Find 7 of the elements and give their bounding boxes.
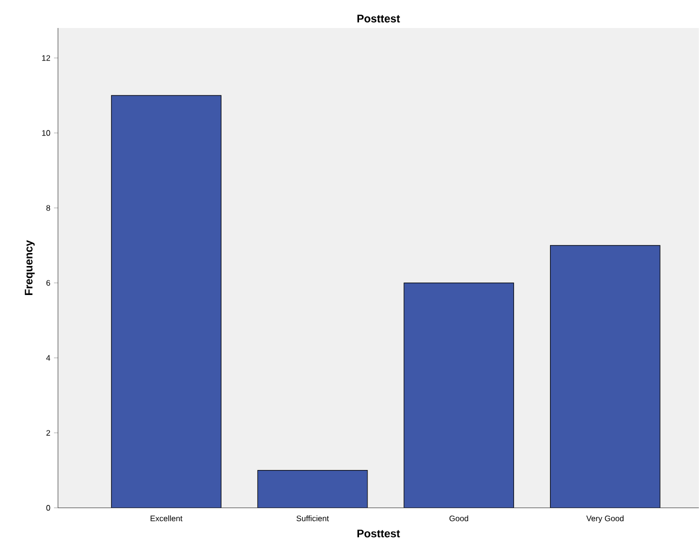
chart-title: Posttest	[357, 14, 400, 23]
bar	[550, 245, 660, 508]
bar	[404, 282, 514, 508]
bar	[111, 96, 222, 508]
x-axis-title: Posttest	[357, 530, 400, 538]
y-axis-title: Frequency	[24, 240, 35, 296]
bar	[258, 470, 368, 508]
